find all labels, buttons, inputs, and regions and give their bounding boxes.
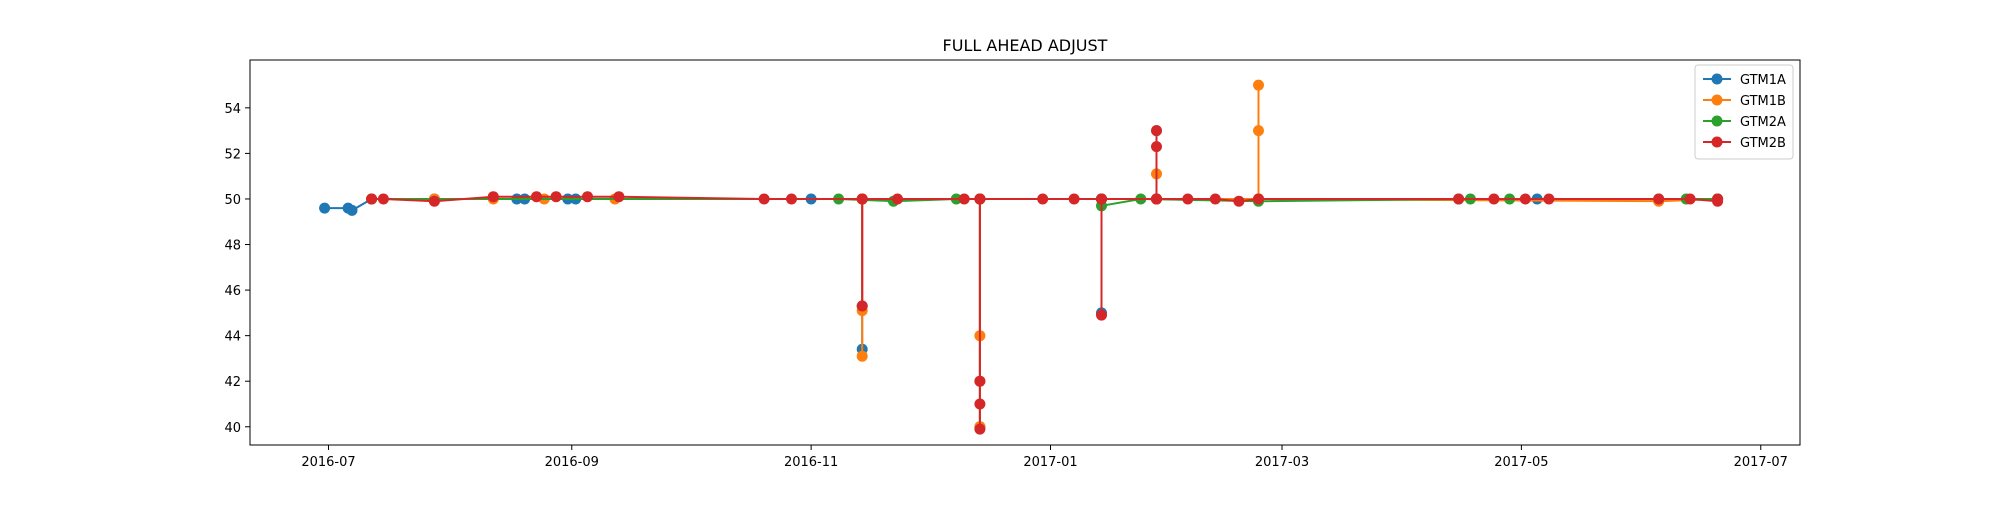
legend-item: GTM1A (1703, 73, 1786, 88)
data-point (856, 350, 868, 362)
data-point (377, 193, 389, 205)
x-tick-label: 2017-01 (1023, 455, 1077, 470)
y-tick-label: 46 (224, 284, 241, 299)
data-point (1253, 193, 1264, 205)
data-point (582, 191, 593, 203)
data-point (974, 423, 986, 435)
legend-label: GTM2B (1740, 136, 1786, 151)
data-point (1096, 309, 1107, 321)
legend-marker (1711, 94, 1723, 106)
data-point (856, 300, 868, 312)
data-point (531, 191, 542, 203)
x-tick-label: 2017-05 (1494, 455, 1548, 470)
legend-item: GTM1B (1703, 94, 1786, 109)
legend-item: GTM2B (1703, 136, 1786, 151)
legend-label: GTM2A (1740, 115, 1786, 130)
data-point (1519, 193, 1531, 205)
data-point (1209, 193, 1221, 205)
data-point (1488, 193, 1500, 205)
x-axis: 2016-07 2016-09 2016-11 2017-01 2017-03 2017-… (301, 445, 1788, 470)
data-point (613, 191, 625, 203)
data-point (1151, 141, 1162, 153)
data-point (1233, 195, 1245, 207)
data-point (974, 193, 986, 205)
data-point (346, 204, 358, 216)
x-tick-label: 2017-03 (1255, 455, 1309, 470)
x-tick-label: 2016-09 (545, 455, 599, 470)
data-point (1453, 193, 1465, 205)
data-point (1653, 193, 1665, 205)
legend: GTM1A GTM1B GTM2A GTM2B (1694, 64, 1794, 160)
data-point (1151, 193, 1162, 205)
data-point (974, 375, 986, 387)
data-point (1543, 193, 1555, 205)
y-tick-label: 48 (224, 239, 241, 254)
x-tick-label: 2016-11 (784, 455, 838, 470)
plot-area (249, 59, 1801, 446)
legend-label: GTM1B (1740, 94, 1786, 109)
data-point (958, 193, 970, 205)
series-gtm2b (366, 125, 1724, 435)
y-tick-label: 40 (224, 421, 241, 436)
x-tick-label: 2017-07 (1734, 455, 1788, 470)
y-axis: 40 42 44 46 48 50 52 54 (224, 102, 250, 436)
data-point (428, 195, 440, 207)
data-point (366, 193, 378, 205)
y-tick-label: 42 (224, 375, 241, 390)
data-point (487, 191, 499, 203)
data-point (1253, 125, 1264, 137)
data-point (758, 193, 770, 205)
legend-box (1694, 64, 1794, 160)
y-tick-label: 44 (224, 330, 241, 345)
y-tick-label: 52 (224, 147, 241, 162)
data-point (1253, 79, 1264, 91)
data-point (786, 193, 797, 205)
legend-marker (1711, 136, 1723, 148)
legend-label: GTM1A (1740, 73, 1786, 88)
data-point (1182, 193, 1194, 205)
y-tick-label: 54 (224, 102, 241, 117)
legend-item: GTM2A (1703, 115, 1786, 130)
series-layer (319, 79, 1724, 435)
data-point (856, 193, 868, 205)
data-point (892, 193, 903, 205)
x-tick-label: 2016-07 (301, 455, 355, 470)
legend-marker (1711, 115, 1723, 127)
data-point (1096, 193, 1107, 205)
data-point (319, 202, 331, 214)
legend-marker (1711, 73, 1723, 85)
data-point (1151, 125, 1162, 137)
data-point (1712, 193, 1724, 205)
data-point (974, 398, 986, 410)
data-point (550, 191, 562, 203)
chart-title: FULL AHEAD ADJUST (943, 36, 1108, 55)
data-point (1068, 193, 1080, 205)
y-tick-label: 50 (224, 193, 241, 208)
data-point (1037, 193, 1049, 205)
data-point (1684, 193, 1696, 205)
